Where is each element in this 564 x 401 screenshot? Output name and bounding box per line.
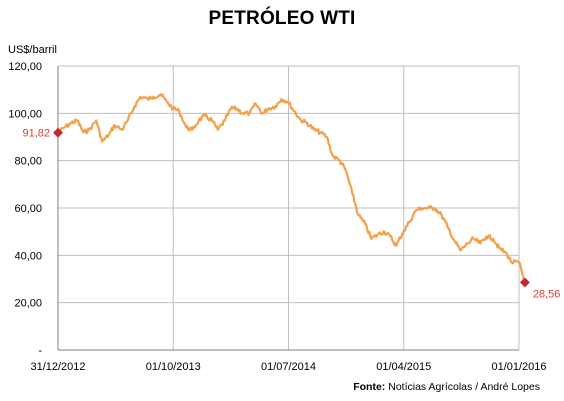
y-axis-unit-label: US$/barril	[8, 44, 57, 56]
gridlines	[58, 65, 520, 350]
y-tick-label: 100,00	[8, 108, 42, 120]
axes	[57, 66, 519, 351]
series-line	[57, 93, 526, 283]
y-tick-label: 120,00	[8, 61, 42, 73]
source-prefix: Fonte:	[353, 381, 386, 393]
plot-area: 91,82 28,56	[22, 93, 561, 300]
chart-source: Fonte: Notícias Agrícolas / André Lopes	[353, 381, 540, 393]
source-text: Notícias Agrícolas / André Lopes	[388, 381, 540, 393]
y-tick-label: 80,00	[14, 156, 42, 168]
x-tick-label: 01/10/2013	[146, 361, 201, 373]
y-tick-label: 40,00	[14, 250, 42, 262]
x-tick-label: 31/12/2012	[30, 361, 85, 373]
x-tick-label: 01/04/2015	[376, 361, 431, 373]
y-tick-label: 60,00	[14, 203, 42, 215]
y-tick-label: 20,00	[14, 298, 42, 310]
x-axis-ticks: 31/12/2012 01/10/2013 01/07/2014 01/04/2015…	[30, 361, 546, 373]
y-axis-ticks: - 20,00 40,00 60,00 80,00 100,00 120,00	[8, 61, 42, 357]
y-tick-label: -	[38, 345, 42, 357]
data-point-marker	[53, 127, 63, 138]
data-label: 28,56	[533, 288, 561, 300]
data-label: 91,82	[22, 128, 50, 140]
x-tick-label: 01/07/2014	[261, 361, 316, 373]
chart-title: PETRÓLEO WTI	[208, 8, 356, 29]
x-tick-label: 01/01/2016	[491, 361, 546, 373]
data-point-marker	[519, 277, 530, 288]
